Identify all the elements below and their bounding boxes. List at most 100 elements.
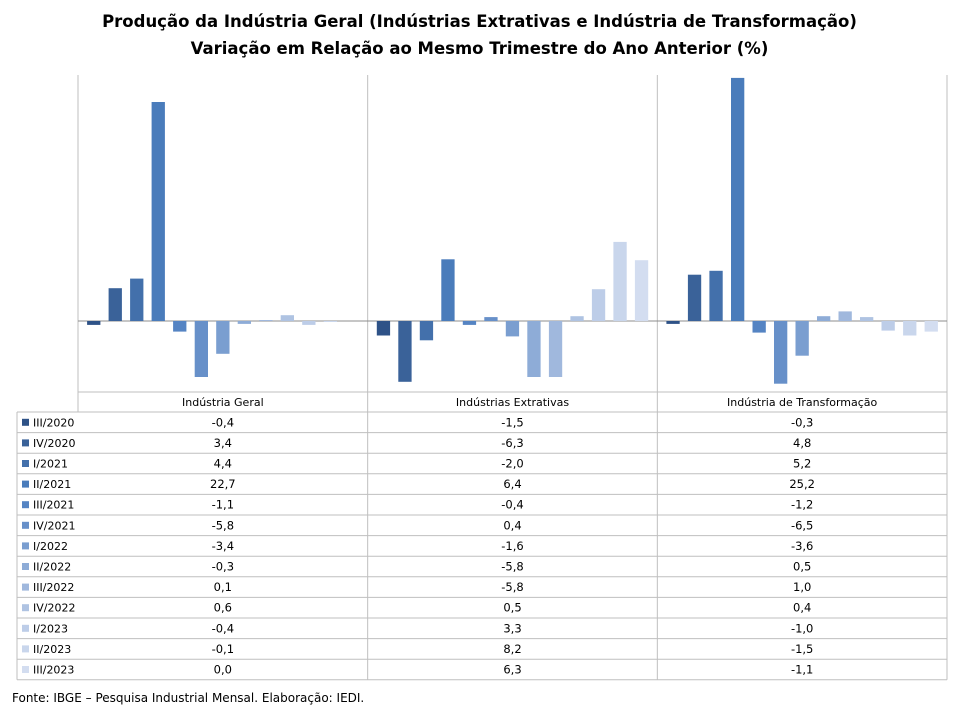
data-value: -1,5 — [501, 415, 523, 429]
data-value: -6,5 — [791, 518, 813, 532]
legend-key — [22, 521, 29, 529]
bar — [709, 270, 723, 321]
legend-label: IV/2021 — [33, 519, 75, 532]
data-value: 0,4 — [793, 601, 811, 615]
bar — [259, 320, 273, 321]
data-value: -1,6 — [501, 539, 523, 553]
data-value: 4,4 — [214, 457, 232, 471]
data-value: -1,2 — [791, 498, 813, 512]
bar — [634, 260, 649, 321]
bar — [860, 317, 874, 321]
bar — [108, 288, 122, 321]
chart-title: Produção da Indústria Geral (Indústrias … — [102, 12, 857, 31]
legend-key — [22, 439, 29, 447]
bar — [548, 321, 563, 377]
data-value: 6,4 — [503, 477, 521, 491]
bar — [194, 321, 208, 377]
category-label: Indústrias Extrativas — [456, 396, 569, 409]
bar — [795, 321, 809, 356]
data-value: 0,0 — [214, 663, 232, 677]
source-note: Fonte: IBGE – Pesquisa Industrial Mensal… — [12, 691, 365, 705]
legend-label: I/2022 — [33, 540, 68, 553]
bar — [323, 321, 337, 322]
bar — [419, 321, 434, 341]
legend-key — [22, 583, 29, 591]
category-label: Indústria Geral — [182, 396, 264, 409]
data-value: 3,3 — [503, 621, 521, 635]
data-value: -1,1 — [212, 498, 234, 512]
data-value: -0,1 — [212, 642, 234, 656]
legend-label: I/2021 — [33, 458, 68, 471]
data-value: 3,4 — [214, 436, 232, 450]
data-value: 22,7 — [210, 477, 236, 491]
legend-label: II/2022 — [33, 561, 71, 574]
legend-label: III/2021 — [33, 499, 74, 512]
bar — [280, 315, 294, 321]
legend-key — [22, 480, 29, 488]
data-value: 5,2 — [793, 457, 811, 471]
data-value: 0,5 — [793, 560, 811, 574]
bar — [505, 321, 520, 337]
bar — [87, 321, 101, 325]
data-value: -1,0 — [791, 621, 813, 635]
category-label: Indústria de Transformação — [727, 396, 878, 409]
legend-label: I/2023 — [33, 622, 68, 635]
data-value: -0,4 — [212, 621, 234, 635]
legend-label: III/2023 — [33, 664, 74, 677]
legend-label: II/2021 — [33, 478, 71, 491]
bar — [376, 321, 391, 336]
legend-key — [22, 604, 29, 612]
data-value: -6,3 — [501, 436, 523, 450]
data-value: -2,0 — [501, 457, 523, 471]
data-value: 0,5 — [503, 601, 521, 615]
legend-label: III/2020 — [33, 416, 74, 429]
bar — [752, 321, 766, 333]
legend-key — [22, 501, 29, 509]
data-value: -1,1 — [791, 663, 813, 677]
data-value: -0,3 — [791, 415, 813, 429]
bar — [881, 321, 895, 331]
data-value: 1,0 — [793, 580, 811, 594]
bar — [591, 289, 606, 321]
legend-key — [22, 460, 29, 467]
legend-key — [22, 666, 29, 673]
legend-key — [22, 418, 29, 426]
data-value: 6,3 — [503, 663, 521, 677]
chart-subtitle: Variação em Relação ao Mesmo Trimestre d… — [190, 39, 769, 58]
bar — [151, 102, 165, 321]
bar — [924, 321, 938, 332]
bar — [903, 321, 917, 336]
bar — [666, 321, 680, 324]
data-value: 4,8 — [793, 436, 811, 450]
bar — [817, 316, 831, 321]
bar — [441, 259, 455, 321]
bar — [237, 321, 251, 324]
data-value: -0,4 — [501, 498, 523, 512]
legend-label: IV/2022 — [33, 602, 75, 615]
data-value: -5,8 — [501, 560, 523, 574]
legend-label: III/2022 — [33, 581, 74, 594]
data-value: 0,4 — [503, 518, 521, 532]
bar — [570, 316, 584, 321]
bar — [302, 321, 316, 325]
legend-label: II/2023 — [33, 643, 71, 656]
data-value: -3,6 — [791, 539, 813, 553]
data-value: -3,4 — [212, 539, 234, 553]
bar — [462, 321, 477, 325]
bar — [731, 77, 745, 322]
data-value: -0,4 — [212, 415, 234, 429]
bar — [774, 321, 788, 384]
legend-key — [22, 563, 29, 570]
data-value: -1,5 — [791, 642, 813, 656]
data-value: 8,2 — [503, 642, 521, 656]
bar — [687, 274, 702, 321]
bar — [130, 278, 144, 321]
data-value: -5,8 — [212, 518, 234, 532]
data-value: 25,2 — [789, 477, 815, 491]
bar — [216, 321, 230, 354]
data-value: 0,1 — [214, 580, 232, 594]
legend-key — [22, 624, 29, 632]
bar — [173, 321, 187, 332]
bar — [484, 317, 498, 321]
